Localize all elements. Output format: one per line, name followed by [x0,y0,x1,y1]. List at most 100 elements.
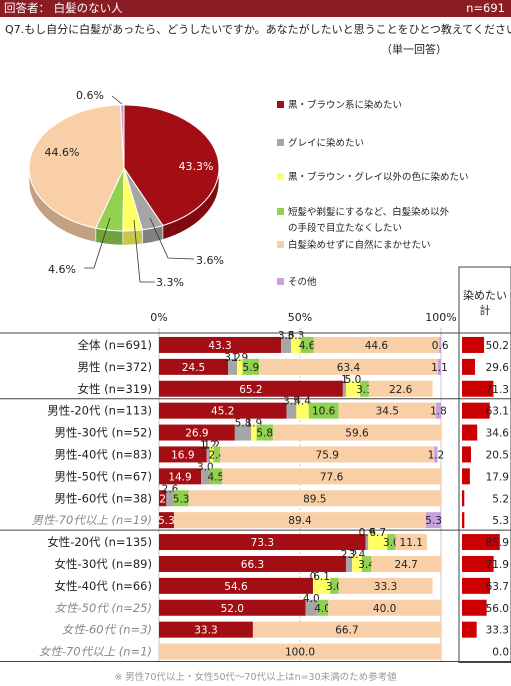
bar-segment-3-1 [286,402,297,419]
pie-leader-line-1 [149,217,195,260]
total-column-box [458,266,511,663]
bar-segment-8-5 [426,512,441,529]
legend-swatch-2 [277,173,284,180]
bar-value-label-12-0: 52.0 [221,603,244,615]
bar-segment-11-2 [312,577,331,594]
total-value-label-3: 63.1 [486,406,509,418]
total-bar-2 [462,380,494,397]
sample-size: n=691 [466,1,505,15]
bar-segment-0-1 [281,336,292,353]
total-value-label-0: 50.2 [486,340,509,352]
answer-type: （単一回答） [381,43,447,56]
bar-value-label-2-0: 65.2 [239,384,262,396]
bar-segment-5-3 [213,446,221,463]
pie-slice-0 [123,104,220,227]
bar-value-label-9-3: 3.0 [383,537,400,549]
bar-value-label-1-0: 24.5 [182,362,205,374]
bar-segment-1-0 [159,358,229,375]
bar-value-label-6-4: 77.6 [320,471,344,483]
bar-value-label-3-1: 3.5 [283,396,300,408]
total-bar-10 [462,555,494,572]
bar-value-label-0-3: 4.6 [299,340,316,352]
bar-value-label-0-4: 44.6 [365,340,389,352]
bar-segment-3-3 [308,402,339,419]
category-label-5: 男性-40代 (n=83) [55,447,152,461]
bar-segment-9-1 [365,534,369,551]
bar-segment-10-2 [352,555,362,572]
total-value-label-13: 33.3 [486,625,509,637]
category-label-6: 男性-50代 (n=67) [55,469,152,483]
total-bar-6 [462,468,470,485]
pie-leader-line-5 [111,95,123,105]
legend-label-1: グレイに染めたい [288,137,364,149]
category-label-9: 女性-20代 (n=135) [47,535,152,549]
bar-segment-10-0 [159,555,346,572]
legend-label-4: 白髪染めせずに自然にまかせたい [288,239,431,251]
bar-value-label-10-3: 3.4 [358,559,375,571]
bar-segment-4-0 [159,424,235,441]
bar-value-label-8-0: 5.3 [158,515,175,527]
total-value-label-11: 63.7 [486,581,509,593]
category-label-3: 男性-20代 (n=113) [47,404,152,418]
total-bar-1 [462,358,476,375]
bar-value-label-3-4: 34.5 [376,406,399,418]
bar-value-label-7-0: 2 [159,493,166,505]
bar-value-label-5-5: 1.2 [428,449,445,461]
legend-swatch-1 [277,139,284,146]
bar-segment-7-1 [166,490,174,507]
pie-label-0: 43.3% [179,160,214,173]
total-value-label-8: 5.3 [492,515,509,527]
total-bar-9 [462,534,500,551]
pie-label-3: 4.6% [48,263,76,276]
bar-segment-7-3 [173,490,189,507]
footnote: ※ 男性70代以上・女性50代～70代以上はn=30未満のため参考値 [114,672,397,683]
bar-segment-10-3 [361,555,372,572]
bar-segment-4-2 [251,424,257,441]
bar-value-label-9-4: 11.1 [400,537,423,549]
bar-value-label-11-2: 6.1 [313,571,330,583]
bar-segment-12-0 [159,599,306,616]
pie-slice-4 [28,104,125,229]
bar-value-label-4-4: 59.6 [345,428,369,440]
bar-segment-14-4 [159,643,441,660]
category-label-12: 女性-50代 (n=25) [55,601,152,615]
bar-value-label-3-2: 4.4 [294,396,311,408]
bar-segment-10-1 [345,555,353,572]
bar-value-label-0-2: 3.3 [288,330,305,342]
bar-segment-5-2 [210,446,214,463]
pie-leader-line-2 [133,219,155,283]
bar-segment-9-0 [159,534,366,551]
bar-segment-5-4 [220,446,435,463]
bar-value-label-1-4: 63.4 [337,362,361,374]
total-value-label-9: 85.9 [486,537,509,549]
bar-value-label-3-5: 1.8 [430,406,447,418]
total-value-label-10: 71.9 [486,559,509,571]
bar-segment-4-3 [256,424,273,441]
bar-segment-1-1 [228,358,238,375]
bar-segment-9-2 [368,534,388,551]
bar-segment-13-4 [252,621,441,638]
header-bar: 回答者： 白髪のない人 n=691 [0,0,511,17]
bar-segment-11-3 [330,577,339,594]
total-bar-5 [462,446,472,463]
bar-segment-2-3 [360,380,369,397]
bar-value-label-1-1: 3.2 [224,352,241,364]
bar-segment-6-1 [201,468,210,485]
total-value-label-1: 29.6 [486,362,510,374]
bar-segment-3-0 [159,402,287,419]
pie-side-2 [122,229,143,246]
bar-segment-0-4 [313,336,440,353]
total-value-label-7: 5.2 [492,493,509,505]
bar-segment-4-4 [272,424,441,441]
category-label-11: 女性-40代 (n=66) [55,579,152,593]
bar-segment-5-1 [206,446,211,463]
bar-segment-0-2 [291,336,301,353]
pie-slice-5 [119,104,125,169]
bar-value-label-6-1: 3.0 [197,461,214,473]
bar-value-label-9-2: 6.7 [369,527,386,539]
total-value-label-6: 17.9 [486,471,509,483]
axis-tick-0: 0% [150,311,167,324]
category-label-14: 女性-70代以上 (n=1) [39,645,152,659]
bar-segment-3-2 [296,402,309,419]
bar-segment-1-5 [437,358,441,375]
